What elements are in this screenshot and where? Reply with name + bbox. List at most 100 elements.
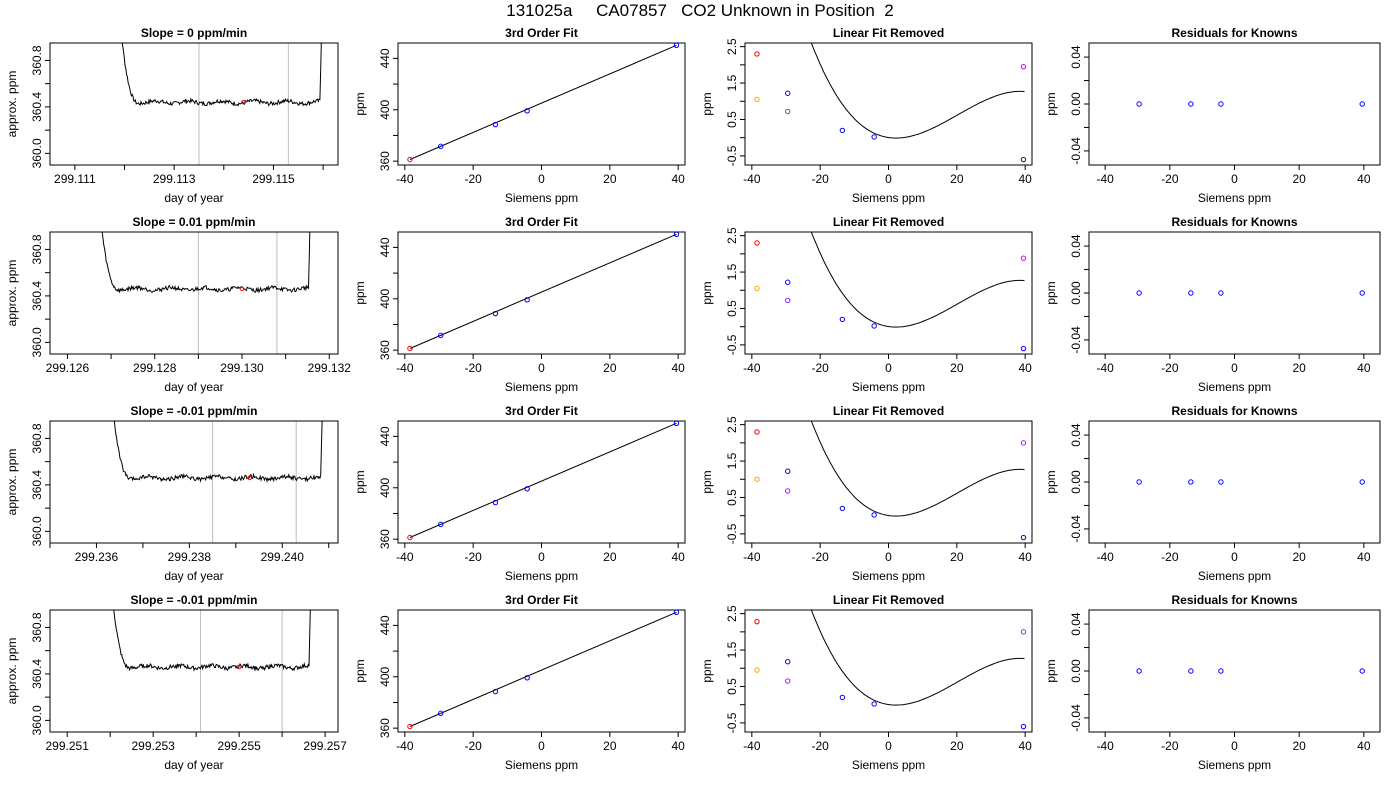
y-tick-label: 360.0: [30, 516, 44, 546]
y-tick-label: 0.04: [1069, 612, 1083, 636]
x-tick-label: -40: [396, 550, 414, 564]
data-point: [673, 609, 680, 616]
data-point: [1020, 723, 1027, 730]
panel-trace-row-1: Slope = 0 ppm/min 299.111 299.113 299.115 36…: [5, 26, 339, 205]
y-tick-label: 360.4: [30, 470, 44, 500]
x-tick-label: 0: [1231, 361, 1238, 375]
data-point: [492, 121, 499, 128]
x-tick-label: -20: [1161, 739, 1179, 753]
data-point: [438, 521, 444, 528]
data-point: [754, 618, 760, 625]
x-tick-label: 299.236: [75, 550, 119, 564]
data-point: [407, 156, 413, 163]
data-point: [785, 488, 791, 494]
x-tick-label: 0: [885, 550, 892, 564]
x-tick-label: -20: [811, 361, 829, 375]
plot-frame: [744, 42, 1033, 166]
y-axis-label: approx. ppm: [5, 449, 19, 516]
panel-fit-row-2: 3rd Order Fit -40 -20 0 20 40 360 400 440 Siemens…: [353, 215, 686, 394]
data-point: [1218, 668, 1224, 674]
panel-title: Residuals for Knowns: [1171, 26, 1297, 40]
y-axis-label: ppm: [353, 659, 367, 682]
panel-title: Slope = 0 ppm/min: [141, 26, 247, 40]
y-tick-label: 0.00: [1069, 281, 1083, 305]
x-tick-label: 299.130: [220, 361, 264, 375]
x-tick-label: 299.132: [308, 361, 352, 375]
y-axis-label: ppm: [700, 659, 714, 682]
x-axis-label: Siemens ppm: [505, 191, 578, 205]
panel-linear_removed-row-3: Linear Fit Removed -40 -20 0 20 40 -0.5 0.5 1.5 2…: [700, 404, 1033, 583]
y-tick-label: -0.5: [725, 523, 739, 544]
panel-title: Linear Fit Removed: [833, 404, 944, 418]
data-point: [1359, 668, 1365, 674]
data-point: [1020, 345, 1027, 352]
y-axis-label: ppm: [700, 92, 714, 115]
x-tick-label: 299.253: [131, 739, 175, 753]
data-point: [1136, 101, 1142, 107]
data-point: [754, 285, 760, 292]
data-point: [754, 96, 760, 103]
x-tick-label: 40: [1357, 361, 1371, 375]
panel-linear_removed-row-2: Linear Fit Removed -40 -20 0 20 40 -0.5 0.5 1.5 2…: [700, 215, 1033, 394]
panel-fit-row-4: 3rd Order Fit -40 -20 0 20 40 360 400 440 Siemens…: [353, 593, 686, 772]
y-tick-label: 360: [378, 718, 392, 738]
x-axis-label: Siemens ppm: [852, 191, 925, 205]
y-tick-label: -0.04: [1069, 704, 1083, 732]
plot-area: [810, 232, 1025, 328]
plot-frame: [49, 231, 339, 355]
x-tick-label: -20: [464, 172, 482, 186]
data-point: [524, 297, 530, 303]
x-tick-label: -20: [464, 361, 482, 375]
x-tick-label: -20: [464, 550, 482, 564]
x-tick-label: -40: [743, 550, 761, 564]
data-point: [754, 429, 760, 435]
x-tick-label: 40: [1018, 361, 1032, 375]
data-point: [871, 512, 877, 518]
page-title: 131025a CA07857 CO2 Unknown in Position …: [506, 1, 894, 20]
y-axis-label: ppm: [1044, 659, 1058, 682]
x-tick-label: 299.113: [153, 172, 196, 186]
y-axis-label: approx. ppm: [5, 260, 19, 327]
x-tick-label: 0: [538, 361, 545, 375]
x-axis-label: Siemens ppm: [505, 380, 578, 394]
x-axis-label: Siemens ppm: [852, 758, 925, 772]
x-axis-label: Siemens ppm: [1198, 758, 1271, 772]
y-tick-label: 1.5: [725, 263, 739, 280]
panel-title: Residuals for Knowns: [1171, 593, 1297, 607]
data-point: [1020, 440, 1027, 446]
fit-line: [409, 611, 677, 727]
panel-residuals-row-2: Residuals for Knowns -40 -20 0 20 40 -0.04 0.00…: [1044, 215, 1381, 394]
plot-area: [113, 610, 311, 732]
trace-line: [113, 610, 311, 672]
x-tick-label: 20: [950, 361, 964, 375]
panel-title: Residuals for Knowns: [1171, 404, 1297, 418]
y-axis-label: approx. ppm: [5, 638, 19, 705]
panel-trace-row-3: Slope = -0.01 ppm/min 299.236 299.238 299.2…: [5, 404, 339, 583]
x-tick-label: 40: [671, 172, 685, 186]
data-point: [524, 675, 530, 681]
y-tick-label: 0.04: [1069, 423, 1083, 447]
data-point: [1020, 534, 1027, 541]
y-tick-label: 1.5: [725, 641, 739, 658]
panel-title: Linear Fit Removed: [833, 215, 944, 229]
data-point: [785, 108, 791, 115]
x-tick-label: 20: [1292, 550, 1306, 564]
y-tick-label: 360.0: [30, 138, 44, 168]
y-tick-label: 2.5: [725, 227, 739, 244]
data-point: [839, 316, 846, 323]
data-point: [438, 143, 444, 150]
plot-frame: [744, 231, 1033, 355]
data-point: [1136, 668, 1142, 674]
x-tick-label: 0: [1231, 550, 1238, 564]
y-tick-label: 360.8: [30, 423, 44, 453]
y-tick-label: -0.04: [1069, 137, 1083, 165]
x-tick-label: -40: [743, 172, 761, 186]
y-tick-label: 360.8: [30, 234, 44, 264]
panel-title: Linear Fit Removed: [833, 26, 944, 40]
data-point: [1188, 668, 1194, 674]
data-point: [785, 659, 791, 665]
plot-frame: [1088, 42, 1381, 166]
data-point: [754, 476, 760, 482]
y-tick-label: 0.04: [1069, 45, 1083, 69]
plot-frame: [49, 609, 339, 733]
